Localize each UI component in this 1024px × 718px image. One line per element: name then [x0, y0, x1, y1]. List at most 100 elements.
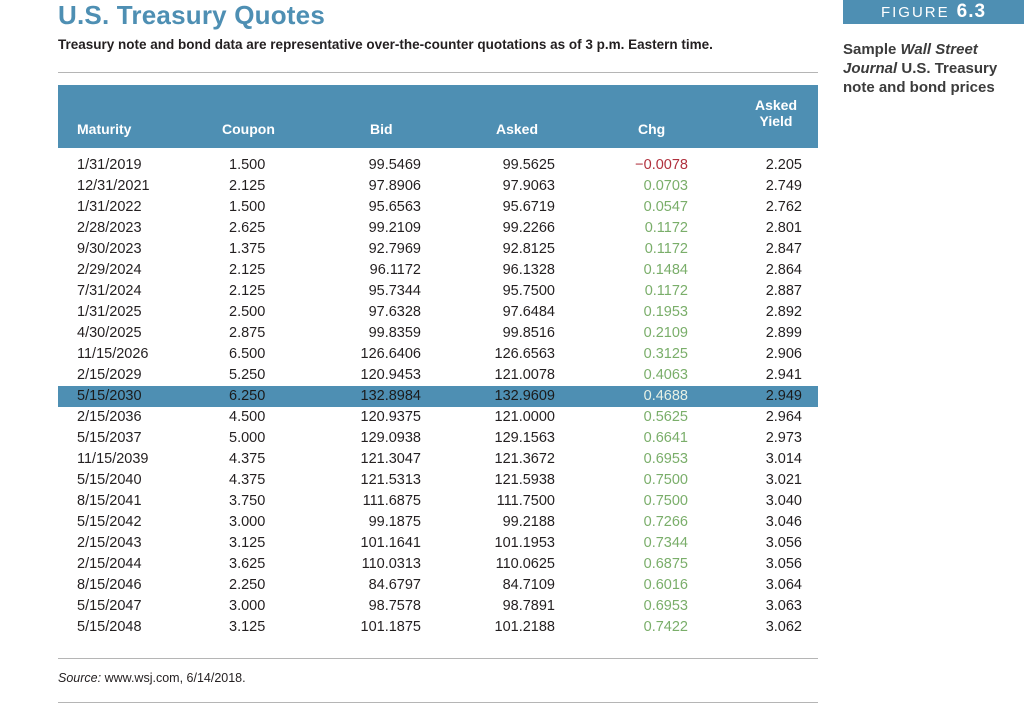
asked-cell: 99.2266: [502, 220, 555, 236]
maturity-cell: 2/29/2024: [77, 262, 142, 278]
asked-yield-cell: 2.864: [765, 262, 802, 278]
asked-yield-cell: 3.056: [765, 556, 802, 572]
chg-cell: 0.0703: [643, 178, 688, 194]
bid-cell: 129.0938: [360, 430, 421, 446]
figure-caption-italic: Wall Street Journal: [843, 41, 978, 77]
chg-cell: 0.0547: [643, 199, 688, 215]
figure-word: FIGURE: [880, 3, 950, 21]
chg-cell: 0.7500: [643, 493, 688, 509]
asked-yield-cell: 3.046: [765, 514, 802, 530]
maturity-cell: 5/15/2040: [77, 472, 142, 488]
chg-cell: 0.1953: [643, 304, 688, 320]
asked-yield-cell: 2.906: [765, 346, 802, 362]
coupon-cell: 2.500: [229, 304, 266, 320]
chg-cell: 0.4063: [643, 367, 688, 383]
maturity-cell: 11/15/2026: [77, 346, 149, 362]
table-row: 2/28/2023 2.625 99.2109 99.2266 0.1172 2.801: [58, 218, 818, 239]
asked-cell: 121.0000: [494, 409, 555, 425]
header-asked-yield-bottom: Yield: [759, 113, 793, 129]
maturity-cell: 2/15/2044: [77, 556, 142, 572]
asked-cell: 99.8516: [502, 325, 555, 341]
maturity-cell: 12/31/2021: [77, 178, 150, 194]
asked-cell: 95.6719: [502, 199, 555, 215]
asked-cell: 110.0625: [495, 556, 555, 572]
bid-cell: 95.7344: [368, 283, 421, 299]
coupon-cell: 4.375: [229, 472, 266, 488]
chg-cell: 0.6016: [643, 577, 688, 593]
bid-cell: 99.1875: [368, 514, 421, 530]
asked-yield-cell: 2.847: [765, 241, 802, 257]
table-row: 5/15/2048 3.125 101.1875 101.2188 0.7422 3.06…: [58, 617, 818, 638]
table-row: 5/15/2030 6.250 132.8984 132.9609 0.4688 2.94…: [58, 386, 818, 407]
highlight-band: [58, 386, 818, 407]
source-text: www.wsj.com, 6/14/2018.: [101, 671, 246, 685]
table-row: 8/15/2041 3.750 111.6875 111.7500 0.7500 3.04…: [58, 491, 818, 512]
coupon-cell: 2.250: [229, 577, 266, 593]
source-note: Source: www.wsj.com, 6/14/2018.: [58, 671, 246, 685]
page-title: U.S. Treasury Quotes: [58, 0, 325, 30]
coupon-cell: 3.125: [229, 535, 266, 551]
coupon-cell: 4.375: [229, 451, 266, 467]
page-subtitle: Treasury note and bond data are represen…: [58, 37, 713, 52]
bid-cell: 126.6406: [360, 346, 421, 362]
asked-yield-cell: 2.892: [765, 304, 802, 320]
coupon-cell: 4.500: [229, 409, 266, 425]
chg-cell: 0.1172: [644, 241, 688, 257]
maturity-cell: 8/15/2041: [77, 493, 142, 509]
figure-caption: Sample Wall Street Journal U.S. Treasury…: [843, 40, 1023, 97]
bid-cell: 101.1875: [360, 619, 421, 635]
figure-number: 6.3: [956, 1, 987, 22]
bid-cell: 101.1641: [360, 535, 421, 551]
coupon-cell: 1.500: [229, 157, 266, 173]
coupon-cell: 5.000: [229, 430, 266, 446]
table-row: 8/15/2046 2.250 84.6797 84.7109 0.6016 3.064: [58, 575, 818, 596]
header-asked: Asked: [496, 121, 539, 137]
table-row: 5/15/2040 4.375 121.5313 121.5938 0.7500 3.02…: [58, 470, 818, 491]
asked-cell: 121.3672: [494, 451, 555, 467]
table-row: 5/15/2042 3.000 99.1875 99.2188 0.7266 3.046: [58, 512, 818, 533]
asked-yield-cell: 3.062: [765, 619, 802, 635]
bid-cell: 84.6797: [368, 577, 421, 593]
maturity-cell: 1/31/2022: [77, 199, 142, 215]
asked-yield-cell: 2.205: [765, 157, 802, 173]
coupon-cell: 2.875: [229, 325, 266, 341]
bid-cell: 95.6563: [368, 199, 421, 215]
chg-cell: 0.3125: [643, 346, 688, 362]
asked-yield-cell: 2.762: [765, 199, 802, 215]
source-label: Source:: [58, 671, 102, 685]
asked-cell: 132.9609: [494, 388, 555, 404]
asked-cell: 101.1953: [494, 535, 555, 551]
table-header: Maturity Coupon Bid Asked Chg Asked Yiel…: [58, 85, 818, 148]
maturity-cell: 9/30/2023: [77, 241, 142, 257]
asked-yield-cell: 2.899: [765, 325, 802, 341]
chg-cell: 0.7500: [643, 472, 688, 488]
asked-yield-cell: 3.014: [765, 451, 802, 467]
bid-cell: 121.5313: [360, 472, 421, 488]
header-maturity: Maturity: [77, 121, 132, 137]
header-asked-yield-top: Asked: [755, 97, 798, 113]
chg-cell: 0.4688: [643, 388, 688, 404]
table-row: 12/31/2021 2.125 97.8906 97.9063 0.0703 2.749: [58, 176, 818, 197]
table-row: 2/15/2029 5.250 120.9453 121.0078 0.4063 2.94…: [58, 365, 818, 386]
asked-yield-cell: 2.801: [765, 220, 802, 236]
bid-cell: 121.3047: [360, 451, 421, 467]
coupon-cell: 3.000: [229, 514, 266, 530]
asked-yield-cell: 2.973: [765, 430, 802, 446]
asked-yield-cell: 2.887: [765, 283, 802, 299]
table-row: 11/15/2026 6.500 126.6406 126.6563 0.3125 2.9…: [58, 344, 818, 365]
bid-cell: 132.8984: [360, 388, 421, 404]
coupon-cell: 3.750: [229, 493, 266, 509]
top-divider: [58, 72, 818, 73]
table-row: 4/30/2025 2.875 99.8359 99.8516 0.2109 2.899: [58, 323, 818, 344]
maturity-cell: 2/15/2043: [77, 535, 142, 551]
coupon-cell: 3.125: [229, 619, 266, 635]
bid-cell: 96.1172: [369, 262, 421, 278]
asked-cell: 92.8125: [502, 241, 555, 257]
asked-yield-cell: 2.964: [765, 409, 802, 425]
asked-cell: 84.7109: [502, 577, 555, 593]
table-row: 2/15/2036 4.500 120.9375 121.0000 0.5625 2.96…: [58, 407, 818, 428]
figure-badge: FIGURE 6.3: [843, 0, 1024, 24]
asked-cell: 121.0078: [494, 367, 555, 383]
coupon-cell: 1.375: [229, 241, 266, 257]
bid-cell: 97.8906: [368, 178, 421, 194]
